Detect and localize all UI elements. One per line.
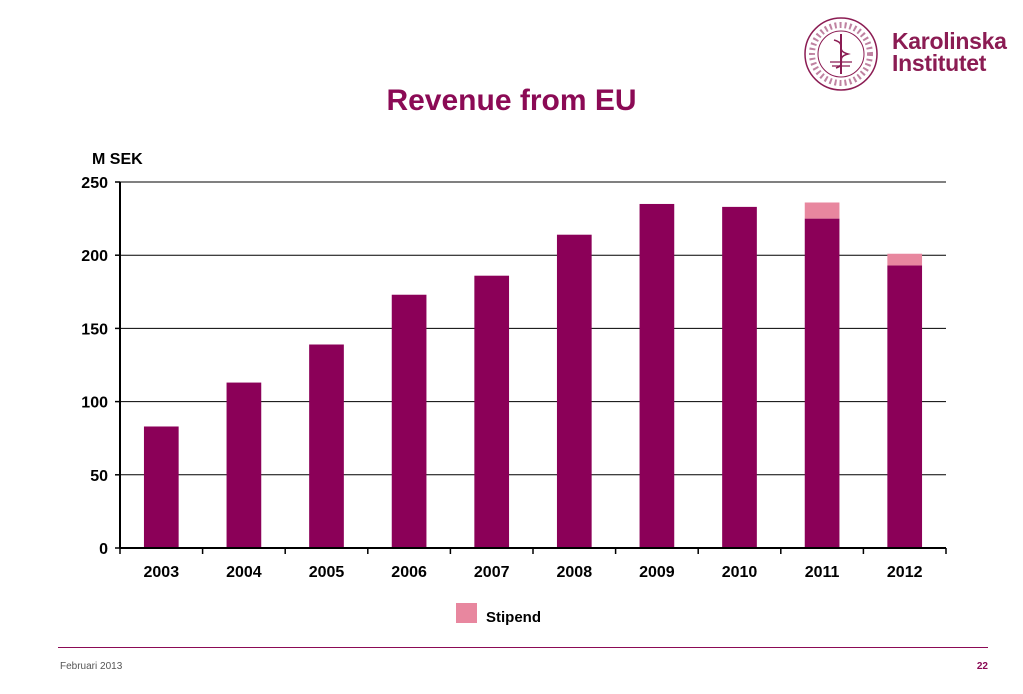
bar bbox=[391, 294, 427, 548]
x-tick-label: 2008 bbox=[557, 564, 593, 581]
bar bbox=[804, 218, 840, 548]
footer-date: Februari 2013 bbox=[60, 661, 123, 672]
x-tick-label: 2012 bbox=[887, 564, 923, 581]
bar bbox=[556, 234, 592, 549]
y-tick-label: 0 bbox=[99, 541, 108, 558]
karolinska-seal-icon bbox=[804, 17, 878, 91]
x-tick-label: 2004 bbox=[226, 564, 262, 581]
y-tick-label: 250 bbox=[81, 175, 108, 192]
bar bbox=[722, 206, 757, 548]
page-number: 22 bbox=[976, 661, 988, 672]
bar bbox=[143, 426, 179, 548]
y-tick-label: 200 bbox=[81, 248, 108, 265]
y-tick-label: 100 bbox=[81, 395, 108, 412]
bar bbox=[639, 203, 675, 548]
x-tick-label: 2011 bbox=[805, 564, 840, 581]
bar-stipend bbox=[804, 202, 840, 219]
logo-line-2: Institutet bbox=[892, 50, 987, 76]
x-tick-label: 2010 bbox=[722, 564, 758, 581]
y-tick-label: 50 bbox=[90, 468, 108, 485]
footer-divider bbox=[58, 647, 988, 648]
legend-swatch-stipend bbox=[456, 603, 477, 623]
slide-title: Revenue from EU bbox=[386, 84, 637, 117]
karolinska-logo: Karolinska Institutet bbox=[796, 14, 1007, 94]
y-tick-label: 150 bbox=[81, 321, 108, 338]
bar bbox=[474, 275, 510, 548]
bar-stipend bbox=[887, 253, 923, 266]
x-tick-label: 2006 bbox=[391, 564, 427, 581]
bar bbox=[887, 265, 923, 548]
logo-wordmark: Karolinska Institutet bbox=[892, 28, 1007, 76]
bar bbox=[309, 344, 344, 548]
legend-label-stipend: Stipend bbox=[486, 609, 541, 626]
logo-line-1: Karolinska bbox=[892, 28, 1007, 54]
x-tick-label: 2003 bbox=[144, 564, 180, 581]
x-tick-label: 2005 bbox=[309, 564, 345, 581]
x-tick-label: 2009 bbox=[639, 564, 675, 581]
bar bbox=[226, 382, 262, 548]
y-axis-label: M SEK bbox=[92, 151, 143, 168]
x-tick-label: 2007 bbox=[474, 564, 510, 581]
